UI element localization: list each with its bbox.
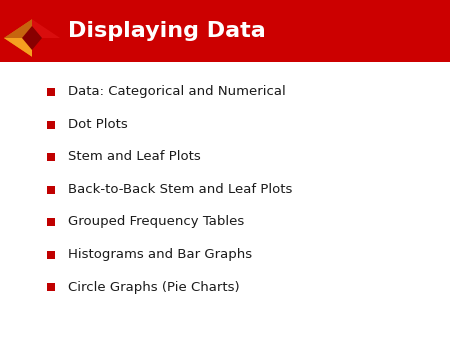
Polygon shape <box>32 19 60 38</box>
Bar <box>47 186 55 193</box>
Text: Circle Graphs (Pie Charts): Circle Graphs (Pie Charts) <box>68 281 239 293</box>
Bar <box>0 0 450 62</box>
Polygon shape <box>4 38 32 57</box>
Text: Grouped Frequency Tables: Grouped Frequency Tables <box>68 216 244 228</box>
Bar <box>47 218 55 226</box>
Text: Data: Categorical and Numerical: Data: Categorical and Numerical <box>68 86 286 98</box>
Text: Histograms and Bar Graphs: Histograms and Bar Graphs <box>68 248 252 261</box>
Bar <box>47 88 55 96</box>
Bar <box>47 283 55 291</box>
Text: Stem and Leaf Plots: Stem and Leaf Plots <box>68 150 201 164</box>
Bar <box>47 250 55 259</box>
Polygon shape <box>32 19 60 57</box>
Text: Dot Plots: Dot Plots <box>68 118 128 131</box>
Polygon shape <box>4 19 32 38</box>
Polygon shape <box>22 26 42 50</box>
Text: Back-to-Back Stem and Leaf Plots: Back-to-Back Stem and Leaf Plots <box>68 183 292 196</box>
Text: Displaying Data: Displaying Data <box>68 21 266 41</box>
Bar <box>47 121 55 128</box>
Bar <box>47 153 55 161</box>
Polygon shape <box>4 19 32 57</box>
